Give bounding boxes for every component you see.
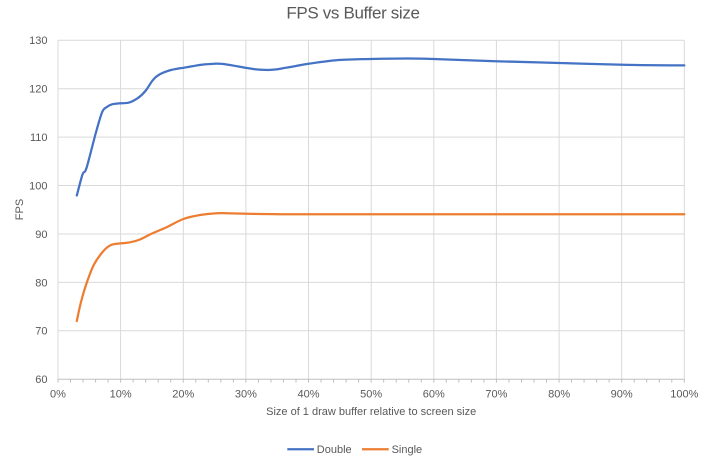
svg-text:60: 60 (35, 374, 47, 386)
svg-text:50%: 50% (360, 389, 382, 401)
svg-text:60%: 60% (423, 389, 445, 401)
svg-text:0%: 0% (50, 389, 66, 401)
svg-text:130: 130 (29, 35, 47, 47)
svg-text:110: 110 (30, 132, 48, 144)
svg-text:80: 80 (35, 277, 47, 289)
svg-text:100: 100 (29, 180, 47, 192)
svg-text:Size of 1 draw buffer relative: Size of 1 draw buffer relative to screen… (266, 406, 476, 418)
svg-text:100%: 100% (670, 389, 698, 401)
svg-text:FPS vs Buffer size: FPS vs Buffer size (286, 4, 419, 23)
svg-text:80%: 80% (548, 389, 570, 401)
svg-text:70%: 70% (485, 389, 507, 401)
svg-text:90: 90 (35, 229, 47, 241)
svg-text:90%: 90% (611, 389, 633, 401)
svg-text:10%: 10% (110, 389, 132, 401)
svg-text:20%: 20% (172, 389, 194, 401)
svg-text:40%: 40% (297, 389, 319, 401)
svg-text:30%: 30% (235, 389, 257, 401)
svg-text:Single: Single (392, 444, 423, 456)
svg-text:Double: Double (317, 444, 352, 456)
svg-text:FPS: FPS (14, 199, 26, 220)
svg-text:70: 70 (35, 326, 47, 338)
svg-text:120: 120 (29, 84, 47, 96)
